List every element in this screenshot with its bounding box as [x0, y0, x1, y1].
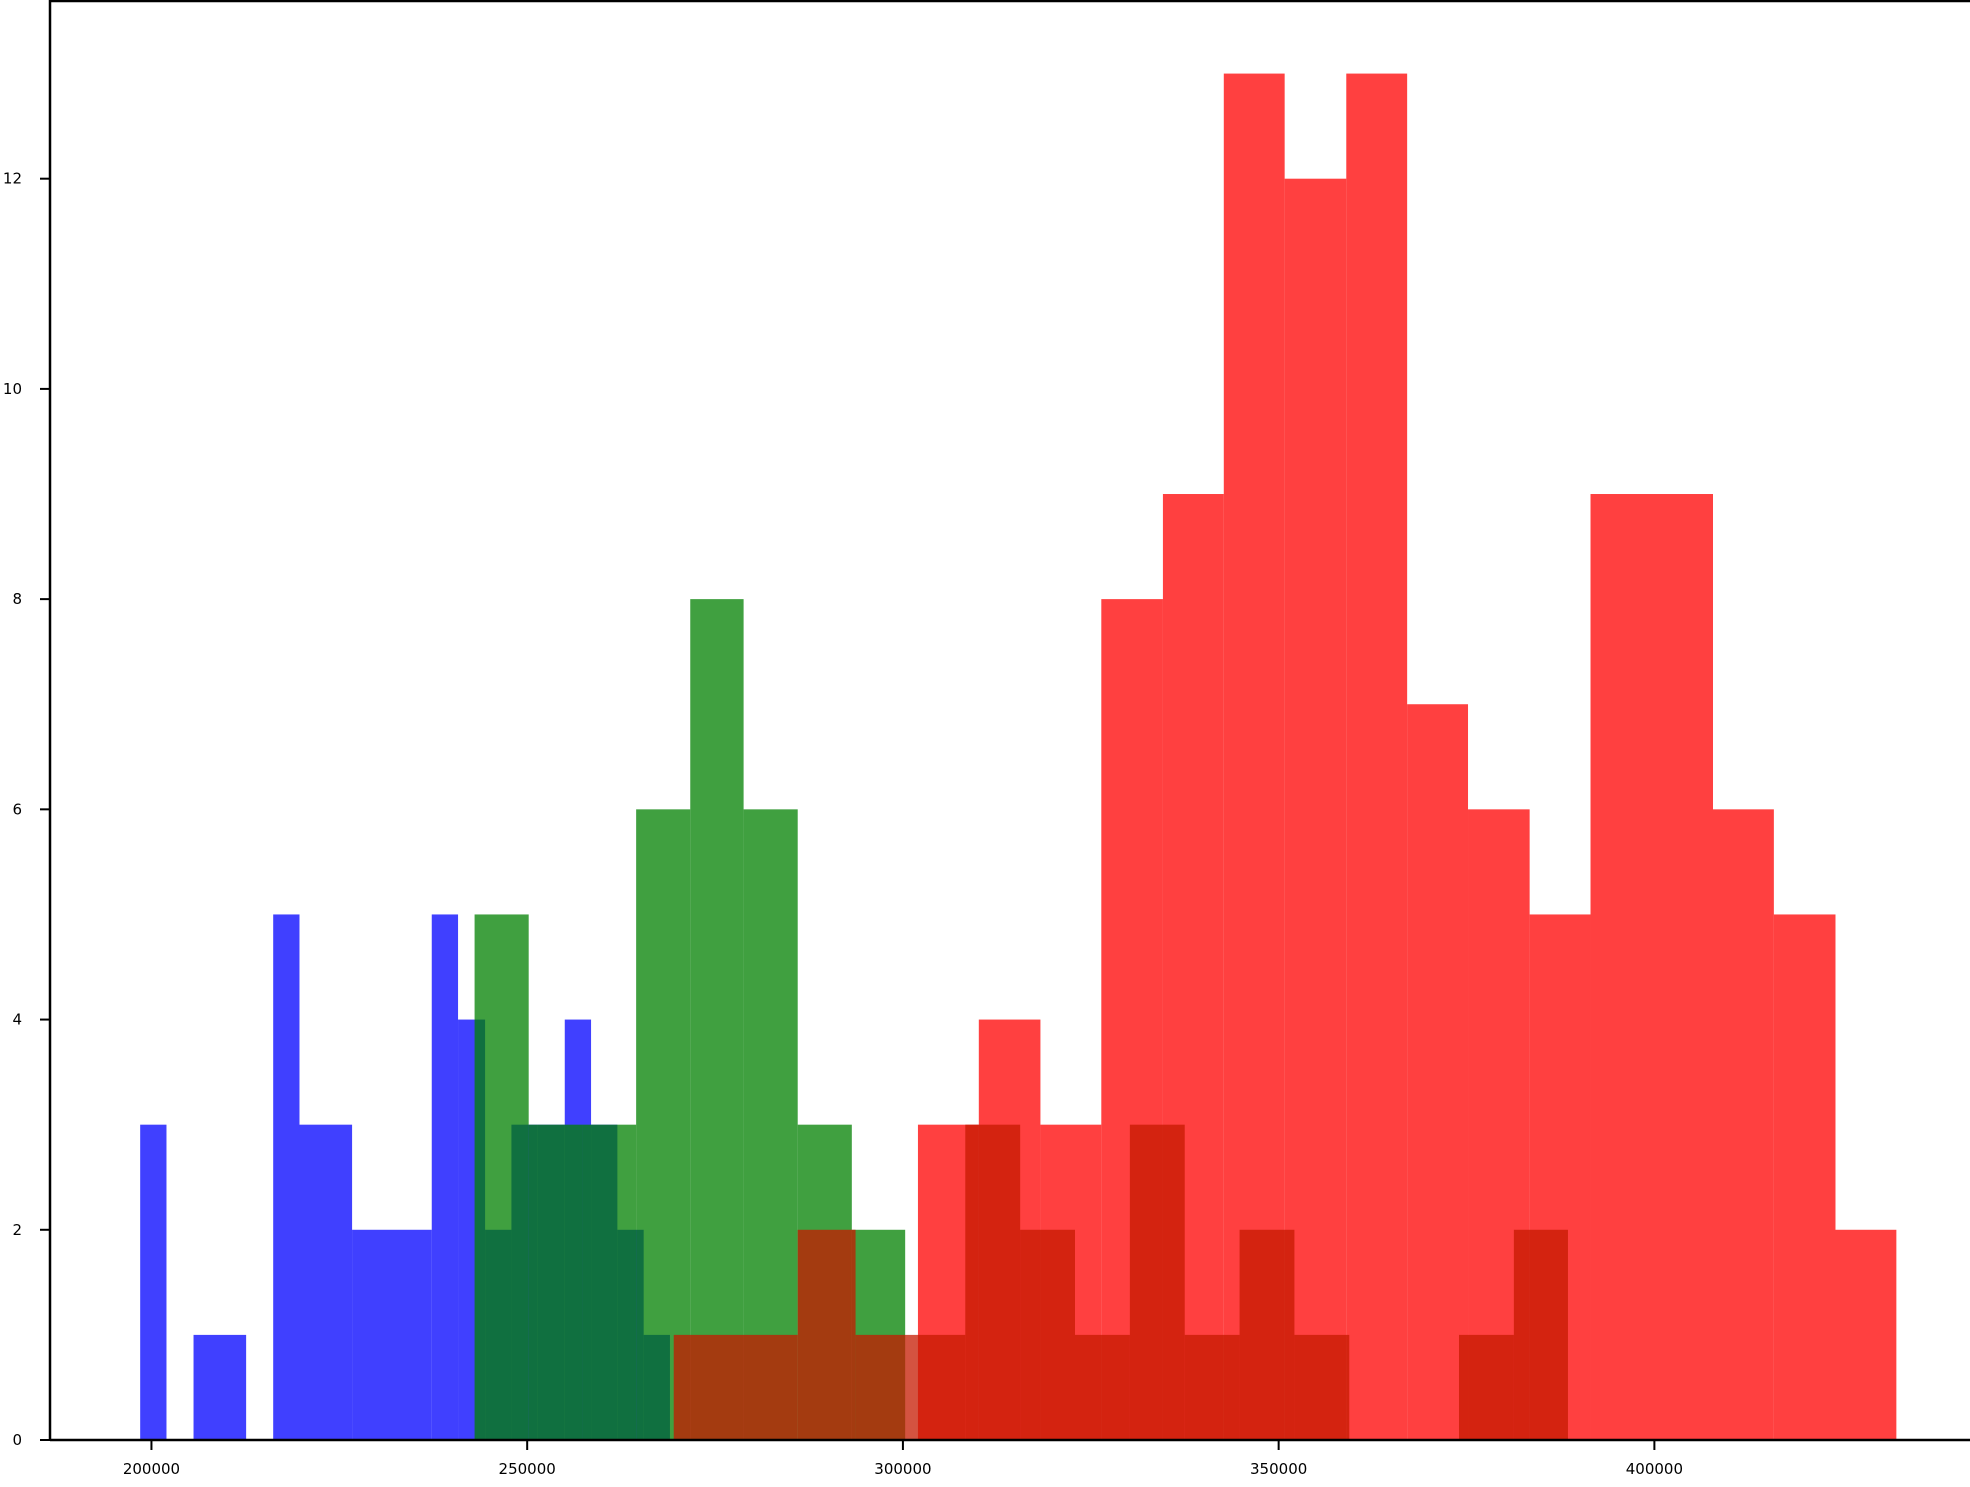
histogram-bar: [1459, 1334, 1514, 1440]
y-tick-label: 2: [12, 1221, 22, 1239]
histogram-bar: [965, 1124, 1021, 1440]
y-tick-label: 0: [12, 1431, 22, 1449]
histogram-series-2: [474, 599, 906, 1440]
x-tick-label: 350000: [1250, 1460, 1307, 1478]
histogram-bar: [1835, 1229, 1897, 1440]
histogram-bar: [1184, 1334, 1240, 1440]
histogram-bar: [1590, 494, 1713, 1440]
y-tick-label: 8: [12, 590, 22, 608]
histogram-bar: [1223, 73, 1285, 1441]
histogram-bar: [1129, 1124, 1185, 1440]
x-tick-label: 250000: [499, 1460, 556, 1478]
histogram-bar: [273, 914, 300, 1440]
x-tick-label: 400000: [1626, 1460, 1683, 1478]
histogram-bar: [1773, 914, 1836, 1440]
histogram-bar: [1284, 178, 1347, 1441]
y-tick-label: 6: [12, 800, 22, 818]
histogram-bar: [673, 1334, 798, 1440]
x-tick-label: 200000: [123, 1460, 180, 1478]
histogram-bar: [1239, 1229, 1295, 1440]
histogram-bar: [431, 914, 459, 1440]
y-tick-label: 10: [3, 380, 22, 398]
y-axis-ticks: 0 2 4 6 8 10 12: [3, 170, 50, 1449]
histogram-bar: [1713, 809, 1774, 1440]
histogram-bar: [797, 1229, 856, 1440]
histogram-bar: [1346, 73, 1408, 1441]
histogram-bar: [1294, 1334, 1350, 1440]
histogram-bar: [193, 1334, 247, 1440]
histogram-bar: [855, 1334, 966, 1440]
histogram-bar: [299, 1124, 353, 1440]
x-axis-ticks: 200000 250000 300000 350000 400000: [123, 1440, 1683, 1478]
histogram-bar: [1513, 1229, 1568, 1440]
histogram-bar: [528, 1124, 583, 1440]
histogram-bar: [690, 599, 744, 1440]
histogram-bar: [1075, 1334, 1130, 1440]
histogram-bar: [474, 914, 529, 1440]
histogram-series-4: [673, 1124, 1568, 1440]
y-tick-label: 4: [12, 1011, 22, 1029]
histogram-bar: [140, 1124, 167, 1440]
histogram-bar: [1020, 1229, 1075, 1440]
x-tick-label: 300000: [874, 1460, 931, 1478]
histogram-bar: [1407, 704, 1469, 1440]
bars-layer: [140, 73, 1897, 1441]
histogram-bar: [352, 1229, 432, 1440]
axes-layer: [48, 0, 1970, 1442]
y-tick-label: 12: [3, 170, 22, 188]
histogram-bar: [582, 1124, 637, 1440]
